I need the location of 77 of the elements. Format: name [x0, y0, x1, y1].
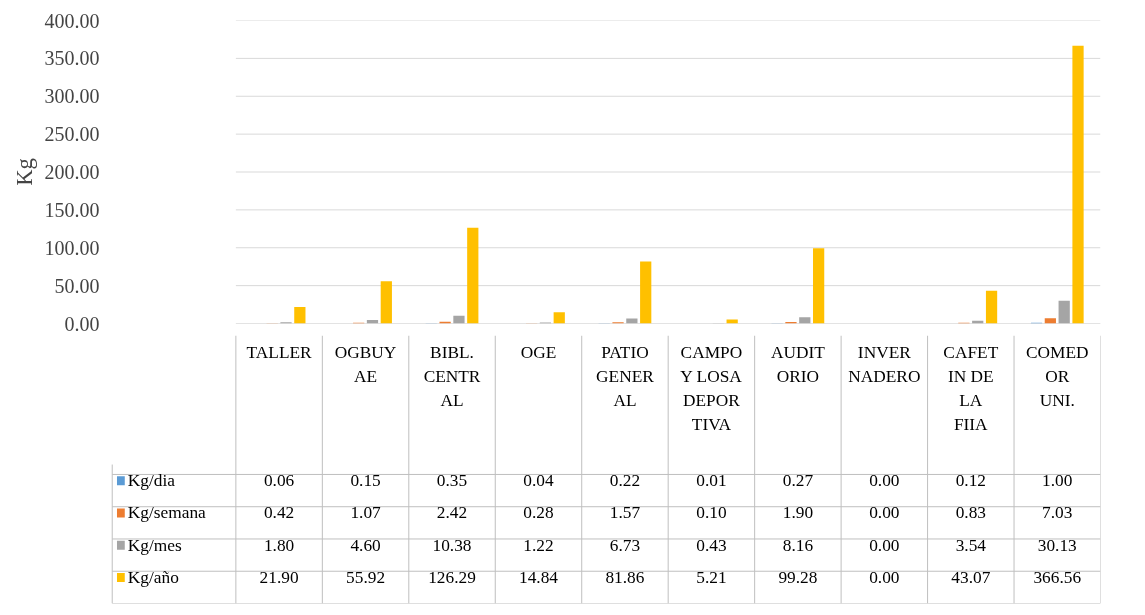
data-label: 0.83: [955, 503, 986, 523]
data-label: 0.35: [436, 471, 468, 491]
legend-label: Kg/semana: [127, 503, 207, 523]
data-label: 0.10: [696, 503, 727, 523]
y-tick-label: 200.00: [44, 161, 100, 183]
data-label: 0.00: [869, 535, 900, 555]
data-label: 99.28: [778, 567, 818, 587]
data-label: 0.43: [696, 535, 727, 555]
x-tick-label: INVERNADERO: [848, 343, 921, 387]
data-label: 0.04: [523, 471, 554, 491]
data-label: 0.42: [263, 503, 295, 523]
y-tick-label: 0.00: [64, 312, 100, 335]
bar: [640, 261, 652, 324]
bar: [380, 281, 392, 324]
y-tick-label: 100.00: [44, 236, 100, 259]
data-label: 1.90: [782, 503, 814, 523]
data-label: 126.29: [428, 567, 476, 587]
x-tick-label: COMEDOR UNI.: [1025, 343, 1089, 410]
x-tick-label: TALLER: [246, 343, 313, 363]
x-tick-label: OGBUYAE: [334, 343, 397, 387]
bar: [1072, 45, 1084, 324]
data-label: 21.90: [259, 567, 299, 587]
bar: [1058, 300, 1070, 324]
data-label: 1.07: [350, 503, 382, 523]
data-label: 81.86: [605, 567, 645, 587]
data-label: 366.56: [1033, 567, 1082, 587]
x-tick-label: OGE: [520, 343, 557, 363]
data-label: 14.84: [519, 567, 559, 587]
data-label: 2.42: [436, 503, 468, 523]
bar: [626, 318, 638, 324]
x-tick-label: CAFETIN DE LA FIIA: [943, 343, 999, 434]
legend-label: Kg/dia: [127, 471, 176, 491]
data-label: 55.92: [346, 567, 386, 587]
y-tick-label: 250.00: [44, 123, 100, 146]
data-label: 1.57: [609, 503, 641, 523]
bar: [1044, 318, 1056, 324]
bar: [553, 312, 565, 324]
x-tick-label: BIBL. CENTRAL: [423, 343, 481, 410]
data-label: 5.21: [696, 567, 727, 587]
data-label: 10.38: [432, 535, 472, 555]
data-label: 0.01: [696, 471, 727, 491]
legend-label: Kg/año: [127, 567, 179, 587]
y-axis-title: Kg: [11, 158, 37, 186]
x-tick-label: CAMPO Y LOSA DEPORTIVA: [680, 343, 743, 434]
x-tick-label: AUDITORIO: [770, 343, 826, 387]
y-tick-label: 150.00: [44, 198, 100, 221]
y-tick-label: 350.00: [44, 47, 100, 70]
bar: [294, 306, 306, 324]
data-label: 0.12: [955, 471, 986, 491]
data-label: 4.60: [350, 535, 381, 555]
data-label: 0.22: [609, 471, 641, 491]
data-label: 30.13: [1037, 535, 1077, 555]
data-label: 0.15: [350, 471, 381, 491]
data-label: 7.03: [1042, 503, 1073, 523]
bar: [453, 315, 465, 324]
legend-label: Kg/mes: [127, 535, 182, 555]
data-label: 1.80: [263, 535, 295, 555]
data-label: 8.16: [782, 535, 814, 555]
bar: [813, 248, 825, 324]
data-label: 1.22: [523, 535, 554, 555]
data-label: 0.00: [869, 471, 900, 491]
data-label: 0.28: [523, 503, 554, 523]
data-label: 6.73: [609, 535, 641, 555]
y-tick-label: 300.00: [44, 85, 100, 108]
data-label: 3.54: [955, 535, 987, 555]
bar: [799, 317, 811, 324]
data-label: 0.27: [782, 471, 814, 491]
data-label: 0.00: [869, 503, 900, 523]
bar: [985, 290, 998, 324]
data-label: 0.00: [869, 567, 900, 587]
data-label: 43.07: [951, 567, 991, 587]
x-tick-label: PATIO GENERAL: [596, 343, 655, 410]
data-label: 0.06: [263, 471, 295, 491]
y-tick-label: 400.00: [44, 9, 100, 32]
bar: [467, 227, 479, 324]
y-tick-label: 50.00: [54, 274, 100, 297]
data-label: 1.00: [1042, 471, 1073, 491]
